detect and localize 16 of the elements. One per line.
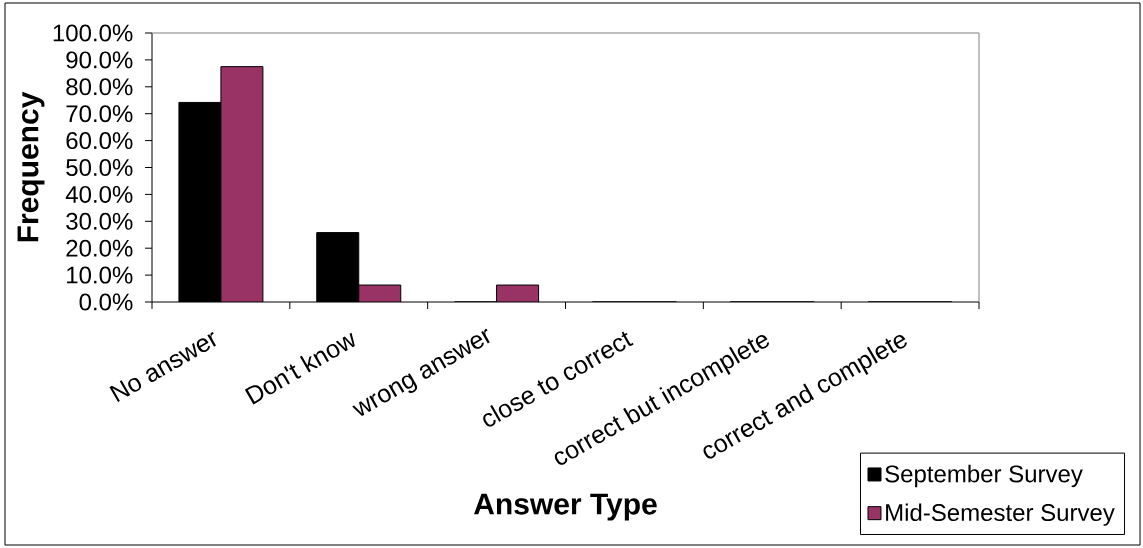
y-tick-label: 60.0% (66, 132, 133, 150)
x-tick-label: Don't know (244, 332, 355, 405)
y-tick-label: 40.0% (65, 185, 133, 203)
y-tick-label: 70.0% (66, 105, 133, 123)
legend-label: Mid-Semester Survey (886, 503, 1115, 526)
y-tick-label: 0.0% (79, 293, 133, 311)
y-tick-label: 30.0% (66, 212, 133, 230)
y-tick-label: 100.0% (53, 24, 133, 42)
y-tick-label: 50.0% (66, 159, 133, 176)
x-axis-title: Answer Type (474, 493, 657, 521)
legend-label: September Survey (885, 464, 1083, 488)
y-tick-label: 90.0% (66, 51, 133, 69)
y-tick-label: 10.0% (67, 266, 133, 284)
y-tick-label: 20.0% (66, 239, 133, 257)
y-tick-label: 80.0% (66, 78, 133, 96)
y-axis-title: Frequency (17, 91, 45, 242)
